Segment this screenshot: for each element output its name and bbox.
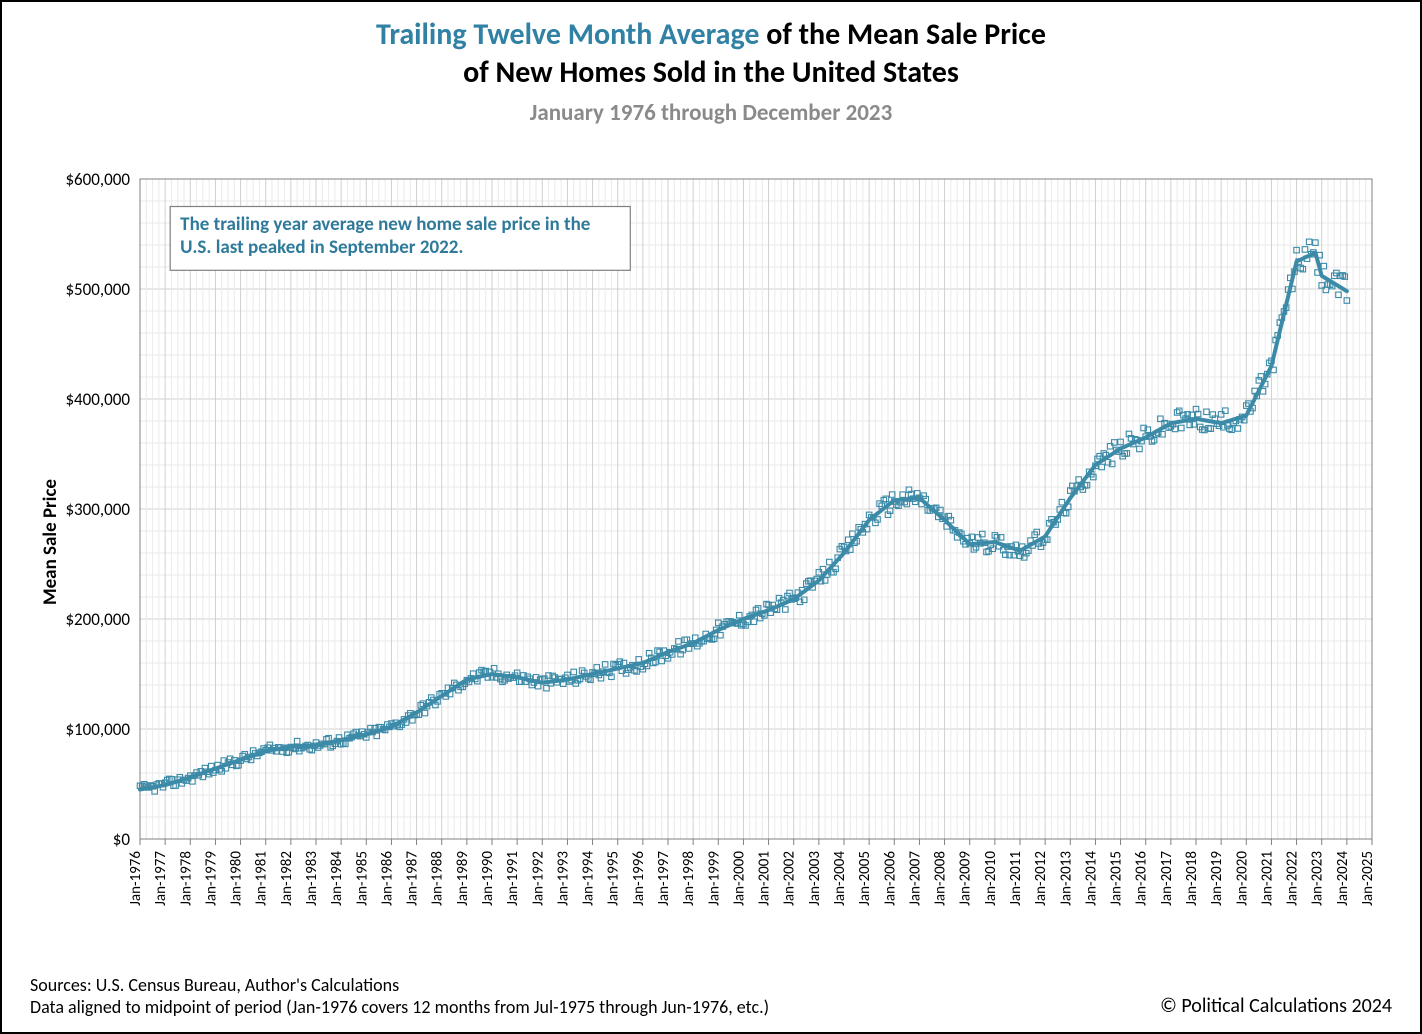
svg-text:Jan-2023: Jan-2023	[1309, 851, 1327, 906]
svg-text:Jan-2018: Jan-2018	[1183, 851, 1201, 906]
chart-svg: $0 $100,000 $200,000 $300,000 $400,000 $500,0…	[32, 167, 1392, 967]
svg-text:Jan-2005: Jan-2005	[856, 851, 874, 906]
svg-text:Jan-2002: Jan-2002	[781, 851, 799, 906]
chart-frame: Trailing Twelve Month Average of the Mea…	[0, 0, 1422, 1034]
svg-text:Jan-1994: Jan-1994	[580, 851, 598, 906]
svg-text:$600,000: $600,000	[65, 169, 130, 190]
svg-text:Jan-2021: Jan-2021	[1258, 851, 1276, 906]
svg-text:Jan-2006: Jan-2006	[881, 851, 899, 906]
svg-text:Jan-2000: Jan-2000	[730, 851, 748, 906]
svg-text:Jan-1995: Jan-1995	[605, 851, 623, 906]
svg-text:$200,000: $200,000	[65, 609, 130, 630]
svg-text:Jan-2008: Jan-2008	[932, 851, 950, 906]
annotation-text: The trailing year average new home sale …	[180, 213, 620, 261]
svg-text:Jan-2013: Jan-2013	[1057, 851, 1075, 906]
svg-text:Jan-2004: Jan-2004	[831, 851, 849, 906]
svg-text:$400,000: $400,000	[65, 389, 130, 410]
svg-text:Jan-1991: Jan-1991	[504, 851, 522, 906]
svg-text:Jan-2022: Jan-2022	[1284, 851, 1302, 906]
chart-title-line2: of New Homes Sold in the United States	[2, 54, 1420, 92]
svg-text:Jan-2020: Jan-2020	[1233, 851, 1251, 906]
svg-text:Jan-2024: Jan-2024	[1334, 851, 1352, 906]
svg-text:Jan-1999: Jan-1999	[705, 851, 723, 906]
svg-text:Jan-2015: Jan-2015	[1108, 851, 1126, 906]
svg-text:Jan-1993: Jan-1993	[554, 851, 572, 906]
chart-area: $0 $100,000 $200,000 $300,000 $400,000 $500,0…	[32, 167, 1392, 972]
chart-subtitle: January 1976 through December 2023	[2, 99, 1420, 127]
svg-text:Jan-1977: Jan-1977	[152, 851, 170, 906]
svg-text:Jan-2019: Jan-2019	[1208, 851, 1226, 906]
svg-text:Jan-1998: Jan-1998	[680, 851, 698, 906]
svg-text:Jan-1978: Jan-1978	[177, 851, 195, 906]
svg-text:Jan-2001: Jan-2001	[756, 851, 774, 906]
svg-text:$0: $0	[113, 829, 131, 850]
title-rest1: of the Mean Sale Price	[759, 16, 1045, 53]
svg-text:Jan-2010: Jan-2010	[982, 851, 1000, 906]
svg-text:Jan-1979: Jan-1979	[202, 851, 220, 906]
svg-text:Mean Sale Price: Mean Sale Price	[39, 479, 62, 605]
svg-text:Jan-1983: Jan-1983	[303, 851, 321, 906]
svg-text:Jan-1985: Jan-1985	[353, 851, 371, 906]
svg-text:$500,000: $500,000	[65, 279, 130, 300]
svg-text:Jan-1988: Jan-1988	[429, 851, 447, 906]
footer: Sources: U.S. Census Bureau, Author's Ca…	[30, 974, 1392, 1018]
svg-text:Jan-1987: Jan-1987	[404, 851, 422, 906]
svg-text:Jan-2017: Jan-2017	[1158, 851, 1176, 906]
svg-text:Jan-2003: Jan-2003	[806, 851, 824, 906]
svg-text:Jan-2014: Jan-2014	[1082, 851, 1100, 906]
svg-text:Jan-1986: Jan-1986	[378, 851, 396, 906]
svg-text:Jan-1980: Jan-1980	[228, 851, 246, 906]
title-block: Trailing Twelve Month Average of the Mea…	[2, 2, 1420, 127]
footer-sources: Sources: U.S. Census Bureau, Author's Ca…	[30, 974, 1392, 996]
svg-text:Jan-1981: Jan-1981	[253, 851, 271, 906]
svg-text:Jan-2009: Jan-2009	[957, 851, 975, 906]
svg-text:Jan-2025: Jan-2025	[1359, 851, 1377, 906]
svg-text:Jan-2012: Jan-2012	[1032, 851, 1050, 906]
svg-text:Jan-2016: Jan-2016	[1133, 851, 1151, 906]
svg-text:Jan-1990: Jan-1990	[479, 851, 497, 906]
svg-text:Jan-1976: Jan-1976	[127, 851, 145, 906]
svg-text:Jan-1996: Jan-1996	[630, 851, 648, 906]
svg-text:Jan-1989: Jan-1989	[454, 851, 472, 906]
svg-text:Jan-2007: Jan-2007	[906, 851, 924, 906]
svg-text:Jan-2011: Jan-2011	[1007, 851, 1025, 906]
chart-title-line1: Trailing Twelve Month Average of the Mea…	[2, 16, 1420, 54]
title-accent: Trailing Twelve Month Average	[376, 16, 759, 53]
svg-text:Jan-1992: Jan-1992	[529, 851, 547, 906]
footer-copyright: © Political Calculations 2024	[1160, 994, 1392, 1018]
svg-text:Jan-1997: Jan-1997	[655, 851, 673, 906]
svg-text:$100,000: $100,000	[65, 719, 130, 740]
svg-text:Jan-1984: Jan-1984	[328, 851, 346, 906]
svg-text:$300,000: $300,000	[65, 499, 130, 520]
svg-text:Jan-1982: Jan-1982	[278, 851, 296, 906]
